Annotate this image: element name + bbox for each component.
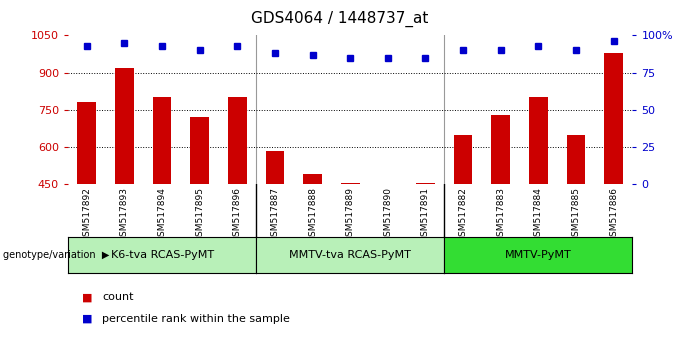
Text: K6-tva RCAS-PyMT: K6-tva RCAS-PyMT — [111, 250, 214, 260]
Text: GSM517883: GSM517883 — [496, 187, 505, 242]
Text: GSM517893: GSM517893 — [120, 187, 129, 242]
Text: GSM517896: GSM517896 — [233, 187, 242, 242]
Bar — [491, 115, 510, 184]
Bar — [78, 102, 97, 184]
Text: GSM517884: GSM517884 — [534, 187, 543, 242]
Bar — [152, 97, 171, 184]
Bar — [341, 183, 360, 184]
Text: GSM517890: GSM517890 — [384, 187, 392, 242]
Text: GSM517895: GSM517895 — [195, 187, 204, 242]
Bar — [115, 68, 134, 184]
Text: GSM517892: GSM517892 — [82, 187, 91, 242]
Text: GSM517889: GSM517889 — [345, 187, 355, 242]
Bar — [190, 117, 209, 184]
Text: ■: ■ — [82, 314, 92, 324]
Text: count: count — [102, 292, 133, 302]
Text: MMTV-PyMT: MMTV-PyMT — [505, 250, 572, 260]
Bar — [566, 135, 585, 184]
Text: GDS4064 / 1448737_at: GDS4064 / 1448737_at — [252, 11, 428, 27]
Bar — [605, 53, 623, 184]
Bar — [416, 183, 435, 184]
Text: GSM517891: GSM517891 — [421, 187, 430, 242]
Text: ■: ■ — [82, 292, 92, 302]
Bar — [303, 174, 322, 184]
Text: GSM517894: GSM517894 — [158, 187, 167, 242]
Text: GSM517887: GSM517887 — [271, 187, 279, 242]
Text: genotype/variation  ▶: genotype/variation ▶ — [3, 250, 109, 260]
Text: GSM517888: GSM517888 — [308, 187, 317, 242]
Text: GSM517882: GSM517882 — [458, 187, 468, 242]
Text: GSM517885: GSM517885 — [571, 187, 581, 242]
Bar — [228, 97, 247, 184]
Text: percentile rank within the sample: percentile rank within the sample — [102, 314, 290, 324]
Bar — [454, 135, 473, 184]
Text: GSM517886: GSM517886 — [609, 187, 618, 242]
Bar — [265, 151, 284, 184]
Bar — [529, 97, 548, 184]
Text: MMTV-tva RCAS-PyMT: MMTV-tva RCAS-PyMT — [289, 250, 411, 260]
